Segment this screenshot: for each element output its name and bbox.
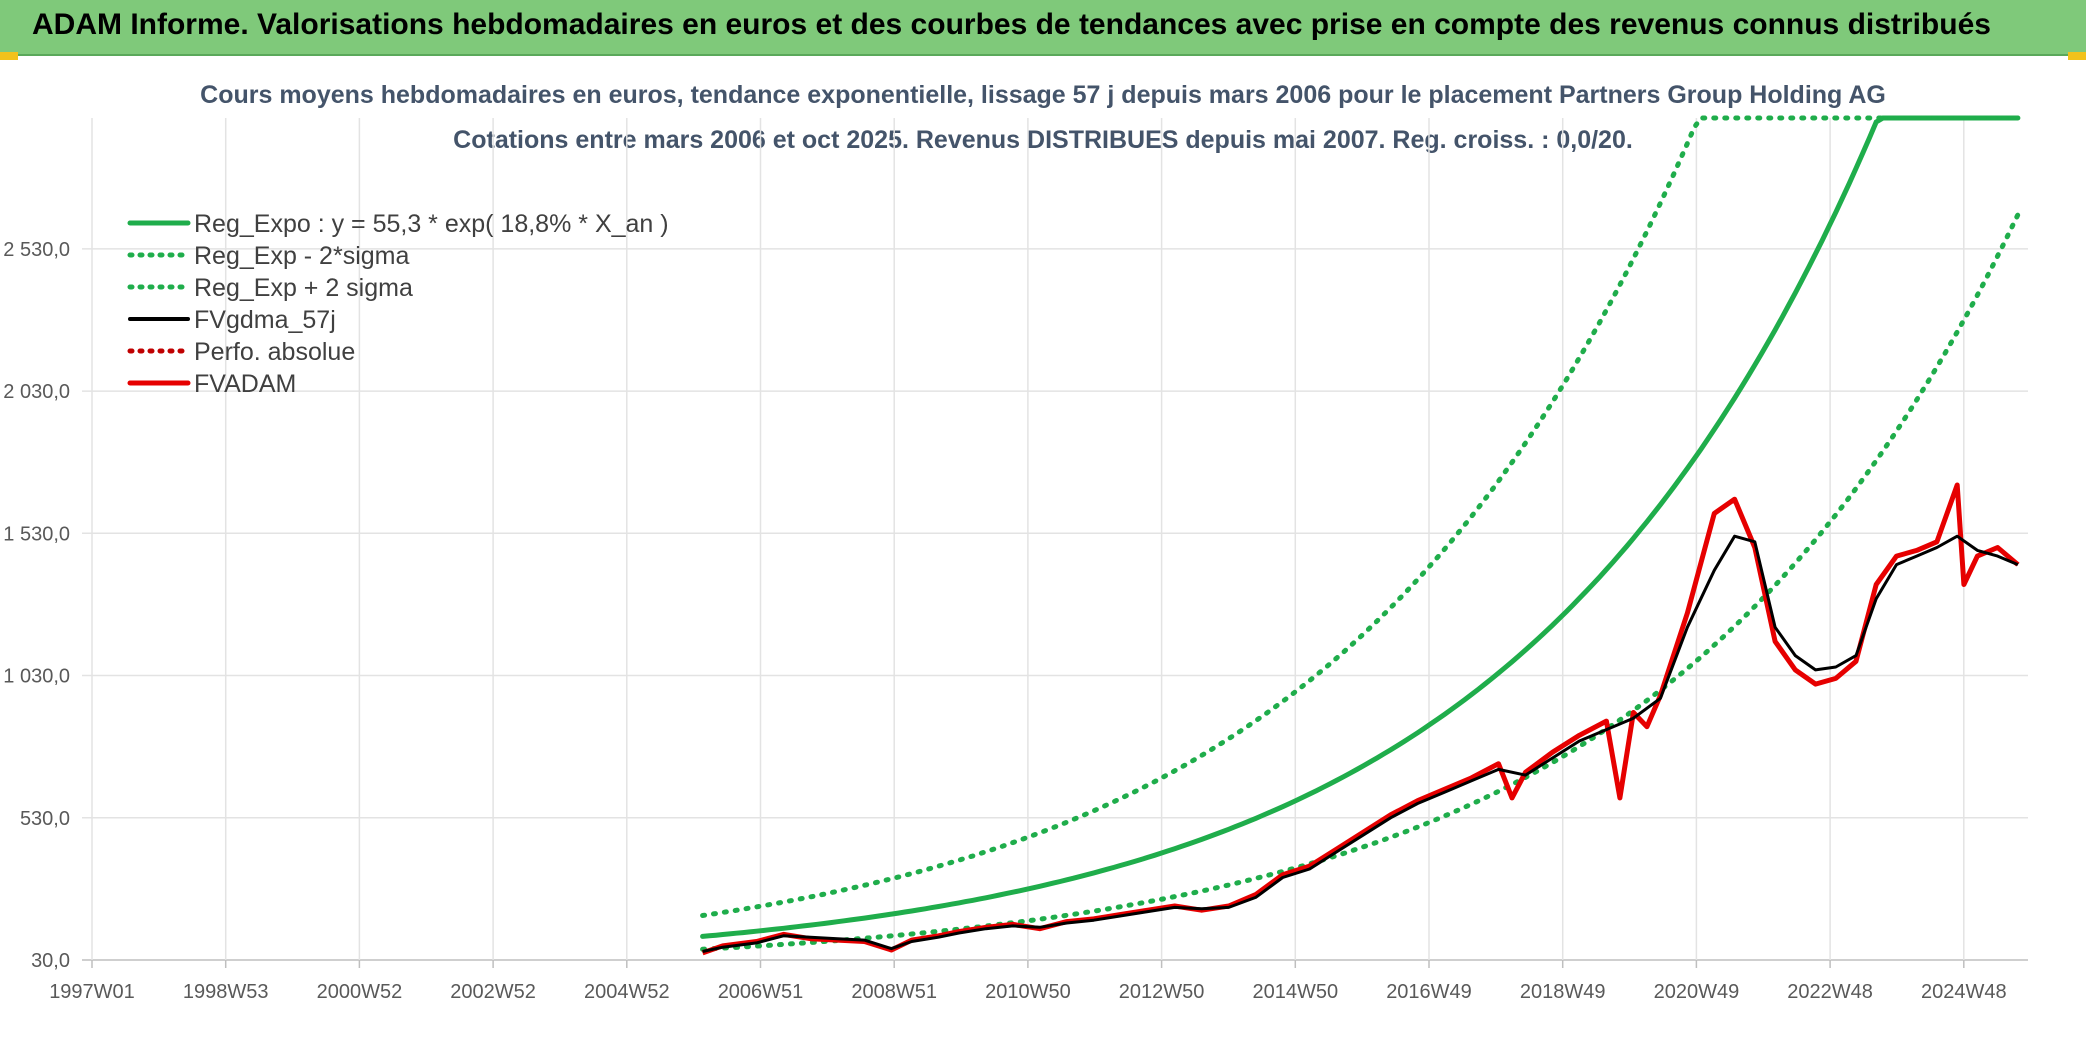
x-tick-label: 2016W49 bbox=[1386, 981, 1472, 1003]
x-axis-ticks: 1997W01 1998W53 2000W52 2002W52 2004W52 2006W… bbox=[49, 981, 2006, 1003]
y-axis-ticks: 30,0 530,0 1 030,0 1 530,0 2 030,0 2 530,0 bbox=[3, 239, 70, 972]
x-tick-label: 1998W53 bbox=[183, 981, 269, 1003]
chart-subtitle: Cotations entre mars 2006 et oct 2025. R… bbox=[453, 126, 1633, 154]
x-tick-label: 2006W51 bbox=[718, 981, 804, 1003]
x-tick-label: 2010W50 bbox=[985, 981, 1071, 1003]
legend-label: FVADAM bbox=[194, 370, 296, 398]
x-tick-label: 2024W48 bbox=[1921, 981, 2007, 1003]
y-tick-label: 1 030,0 bbox=[3, 666, 70, 688]
x-tick-label: 2020W49 bbox=[1654, 981, 1740, 1003]
chart-title: Cours moyens hebdomadaires en euros, ten… bbox=[200, 81, 1886, 109]
x-tick-label: 2012W50 bbox=[1119, 981, 1205, 1003]
chart: Cours moyens hebdomadaires en euros, ten… bbox=[3, 81, 2028, 1003]
series-lines bbox=[700, 115, 2021, 956]
legend-label: Reg_Expo : y = 55,3 * exp( 18,8% * X_an … bbox=[194, 210, 669, 238]
series-reg-high bbox=[700, 115, 2021, 918]
x-tick-label: 2004W52 bbox=[584, 981, 670, 1003]
legend-label: FVgdma_57j bbox=[194, 306, 336, 334]
y-tick-label: 30,0 bbox=[31, 950, 70, 972]
x-tick-label: 1997W01 bbox=[49, 981, 135, 1003]
y-tick-label: 530,0 bbox=[20, 808, 70, 830]
banner-corner-right bbox=[2068, 52, 2086, 60]
x-tick-label: 2022W48 bbox=[1787, 981, 1873, 1003]
banner-corner-left bbox=[0, 52, 18, 60]
report-banner: ADAM Informe. Valorisations hebdomadaire… bbox=[0, 0, 2086, 56]
legend-label: Reg_Exp + 2 sigma bbox=[194, 274, 413, 302]
y-tick-label: 1 530,0 bbox=[3, 523, 70, 545]
x-tick-label: 2014W50 bbox=[1252, 981, 1338, 1003]
x-tick-label: 2002W52 bbox=[450, 981, 536, 1003]
y-tick-label: 2 030,0 bbox=[3, 381, 70, 403]
x-tick-label: 2018W49 bbox=[1520, 981, 1606, 1003]
legend: Reg_Expo : y = 55,3 * exp( 18,8% * X_an … bbox=[127, 210, 669, 398]
legend-label: Reg_Exp - 2*sigma bbox=[194, 242, 409, 270]
gridlines bbox=[82, 118, 2028, 968]
x-tick-label: 2000W52 bbox=[317, 981, 403, 1003]
x-tick-label: 2008W51 bbox=[851, 981, 937, 1003]
banner-title: ADAM Informe. Valorisations hebdomadaire… bbox=[32, 8, 1991, 41]
legend-label: Perfo. absolue bbox=[194, 338, 355, 366]
series-fvgdma bbox=[702, 534, 2019, 953]
y-tick-label: 2 530,0 bbox=[3, 239, 70, 261]
series-reg-low bbox=[700, 212, 2021, 952]
series-fvadam bbox=[701, 482, 2020, 956]
series-reg-expo bbox=[700, 115, 2021, 939]
